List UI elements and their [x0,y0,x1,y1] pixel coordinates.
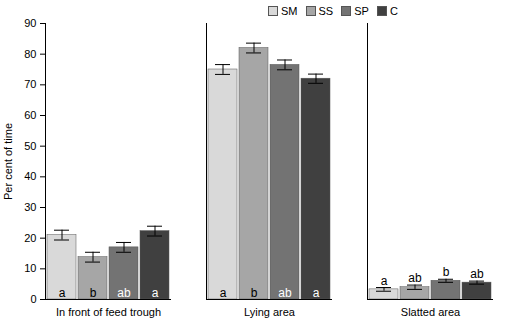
svg-text:90: 90 [24,19,36,29]
svg-text:30: 30 [24,201,36,213]
svg-text:b: b [251,286,258,300]
svg-text:50: 50 [24,140,36,152]
svg-text:60: 60 [24,109,36,121]
svg-text:a: a [59,286,66,300]
svg-text:ab: ab [278,286,292,300]
svg-text:10: 10 [24,262,36,274]
html-text:SS: SS [318,5,334,17]
svg-text:ab: ab [470,267,484,281]
svg-text:Lying area: Lying area [244,306,296,318]
svg-text:80: 80 [24,48,36,60]
svg-text:20: 20 [24,232,36,244]
html-text:C: C [389,5,398,17]
html-text:SP: SP [354,5,369,17]
svg-text:a: a [152,286,159,300]
svg-text:b: b [443,265,450,279]
svg-text:Slatted area: Slatted area [401,306,461,318]
svg-text:a: a [313,286,320,300]
svg-text:a: a [220,286,227,300]
svg-text:a: a [381,274,388,288]
svg-text:In front of feed trough: In front of feed trough [56,306,161,318]
svg-text:Per cent of time: Per cent of time [2,123,14,200]
svg-text:40: 40 [24,170,36,182]
svg-text:0: 0 [30,293,36,305]
svg-text:b: b [90,286,97,300]
svg-text:70: 70 [24,78,36,90]
svg-text:ab: ab [408,271,422,285]
html-text:SM: SM [281,5,298,17]
svg-text:ab: ab [117,286,131,300]
